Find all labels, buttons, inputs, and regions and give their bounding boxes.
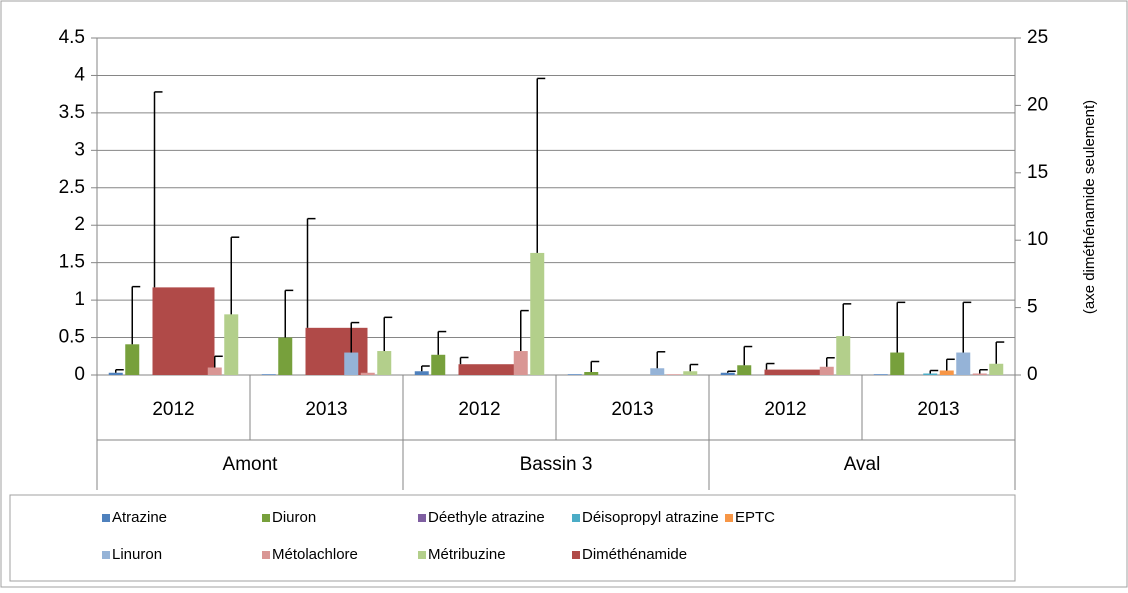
bar bbox=[125, 344, 140, 375]
bar bbox=[737, 365, 752, 375]
y-tick-label: 1 bbox=[74, 289, 85, 310]
x-tick-label: 2013 bbox=[305, 399, 347, 420]
bar bbox=[584, 372, 599, 375]
x-tick-label: 2013 bbox=[917, 399, 959, 420]
bar bbox=[224, 314, 239, 375]
legend-swatch bbox=[262, 551, 270, 559]
bar bbox=[720, 372, 735, 375]
y-tick-label: 4 bbox=[74, 64, 85, 85]
y2-tick-label: 5 bbox=[1027, 297, 1038, 318]
bar bbox=[956, 352, 971, 375]
legend-label: Métolachlore bbox=[272, 546, 358, 563]
y-tick-label: 2.5 bbox=[59, 177, 85, 198]
bar bbox=[207, 367, 222, 375]
bar bbox=[108, 372, 123, 375]
y-tick-label: 1.5 bbox=[59, 252, 85, 273]
y-tick-label: 3.5 bbox=[59, 102, 85, 123]
bar bbox=[360, 372, 375, 375]
group-label: Amont bbox=[223, 454, 279, 475]
legend-swatch bbox=[418, 551, 426, 559]
bar bbox=[431, 354, 446, 375]
bar bbox=[567, 374, 582, 375]
legend-swatch bbox=[102, 551, 110, 559]
bar bbox=[836, 336, 851, 375]
legend-swatch bbox=[572, 551, 580, 559]
legend-swatch bbox=[262, 514, 270, 522]
bar bbox=[666, 374, 681, 375]
bar bbox=[923, 373, 938, 375]
bar bbox=[530, 252, 545, 375]
bar bbox=[513, 351, 528, 375]
legend-swatch bbox=[418, 514, 426, 522]
bar bbox=[972, 373, 987, 375]
y2-axis-label: (axe diméthénamide seulement) bbox=[1081, 100, 1098, 314]
x-tick-label: 2012 bbox=[764, 399, 806, 420]
bar bbox=[278, 337, 293, 375]
bar bbox=[683, 371, 698, 375]
legend-label: Linuron bbox=[112, 546, 162, 563]
legend-label: EPTC bbox=[735, 509, 775, 526]
bar bbox=[764, 369, 827, 375]
legend-label: Atrazine bbox=[112, 509, 167, 526]
bar bbox=[152, 287, 215, 375]
y-tick-label: 2 bbox=[74, 214, 85, 235]
y2-tick-label: 25 bbox=[1027, 27, 1048, 48]
group-label: Bassin 3 bbox=[520, 454, 593, 475]
bar bbox=[873, 374, 888, 375]
y2-tick-label: 0 bbox=[1027, 364, 1038, 385]
y-tick-label: 0 bbox=[74, 364, 85, 385]
bar bbox=[261, 374, 276, 375]
bar bbox=[377, 351, 392, 375]
legend-swatch bbox=[572, 514, 580, 522]
bar bbox=[458, 364, 521, 375]
y2-tick-label: 20 bbox=[1027, 94, 1048, 115]
legend-label: Métribuzine bbox=[428, 546, 506, 563]
bar bbox=[939, 370, 954, 375]
bar bbox=[414, 371, 429, 375]
x-tick-label: 2012 bbox=[458, 399, 500, 420]
x-tick-label: 2012 bbox=[152, 399, 194, 420]
y2-tick-label: 10 bbox=[1027, 229, 1048, 250]
y2-tick-label: 15 bbox=[1027, 162, 1048, 183]
y-tick-label: 0.5 bbox=[59, 327, 85, 348]
legend-label: Diméthénamide bbox=[582, 546, 687, 563]
legend-label: Déethyle atrazine bbox=[428, 509, 545, 526]
group-label: Aval bbox=[844, 454, 881, 475]
legend-label: Diuron bbox=[272, 509, 316, 526]
bar bbox=[650, 368, 665, 375]
legend-swatch bbox=[102, 514, 110, 522]
x-tick-label: 2013 bbox=[611, 399, 653, 420]
bar bbox=[890, 352, 905, 375]
bar bbox=[989, 363, 1004, 375]
y-tick-label: 3 bbox=[74, 139, 85, 160]
bar bbox=[344, 352, 359, 375]
bar bbox=[819, 366, 834, 375]
legend-box bbox=[9, 494, 1016, 582]
y-tick-label: 4.5 bbox=[59, 27, 85, 48]
legend-label: Déisopropyl atrazine bbox=[582, 509, 719, 526]
legend-swatch bbox=[725, 514, 733, 522]
